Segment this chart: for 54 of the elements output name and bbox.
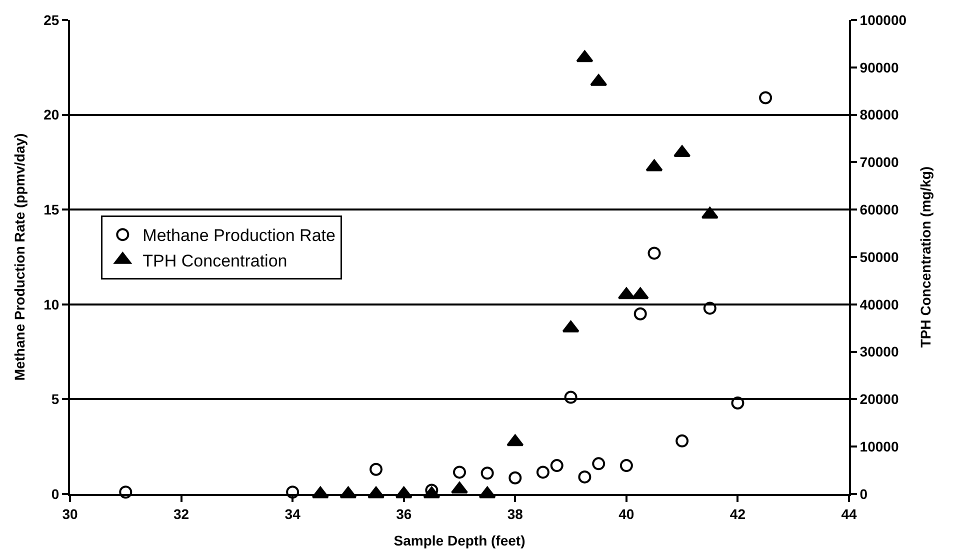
y2-tick-label: 20000 — [860, 391, 899, 408]
point — [592, 457, 606, 470]
point — [564, 390, 578, 404]
point — [759, 91, 772, 104]
point — [576, 50, 594, 62]
point — [286, 486, 300, 499]
point — [646, 159, 663, 172]
x-tick-label: 40 — [618, 506, 634, 522]
y2-tick-label: 80000 — [860, 106, 899, 123]
x-tick-label: 36 — [396, 506, 412, 522]
y2-tick-label: 10000 — [860, 438, 899, 454]
x-tick-label: 38 — [507, 506, 524, 522]
y2-tick-label: 0 — [860, 486, 868, 502]
point — [578, 470, 592, 484]
y-axis-title: Methane Production Rate (ppmv/day) — [12, 133, 28, 381]
point — [701, 206, 718, 219]
y2-tick-label: 30000 — [860, 344, 899, 360]
point — [676, 434, 689, 448]
y-tick-label: 15 — [44, 202, 60, 218]
y-tick-label: 0 — [51, 486, 60, 502]
x-tick-label: 34 — [284, 506, 301, 522]
legend-label: Methane Production Rate — [142, 226, 336, 246]
x-tick-label: 42 — [730, 506, 746, 522]
y2-axis-title: TPH Concentration (mg/kg) — [918, 166, 934, 348]
point — [618, 287, 635, 300]
y2-tick-label: 40000 — [860, 296, 899, 312]
point — [620, 459, 633, 472]
point — [370, 462, 383, 476]
y-tick-label: 5 — [51, 391, 60, 408]
point — [632, 287, 649, 300]
point — [550, 459, 564, 472]
y2-tick-label: 100000 — [860, 12, 907, 28]
x-tick-label: 30 — [62, 506, 78, 522]
point — [453, 466, 466, 479]
point — [648, 246, 661, 260]
y2-tick-label: 50000 — [860, 248, 899, 265]
y2-tick-label: 70000 — [860, 154, 899, 170]
point — [480, 466, 494, 480]
x-tick-label: 44 — [841, 506, 857, 522]
y-tick-label: 10 — [44, 296, 60, 312]
y2-tick-label: 60000 — [860, 202, 899, 218]
point — [508, 471, 522, 484]
point — [506, 434, 524, 446]
x-tick-label: 32 — [174, 506, 190, 522]
point — [731, 396, 744, 410]
y-tick-label: 25 — [44, 12, 60, 28]
point — [703, 302, 716, 315]
x-axis-title: Sample Depth (feet) — [394, 532, 526, 549]
point — [536, 466, 550, 479]
y-tick-label: 20 — [44, 106, 60, 123]
y2-tick-label: 90000 — [860, 59, 899, 76]
point — [634, 307, 647, 320]
point — [119, 486, 132, 499]
legend-label: TPH Concentration — [142, 251, 288, 270]
